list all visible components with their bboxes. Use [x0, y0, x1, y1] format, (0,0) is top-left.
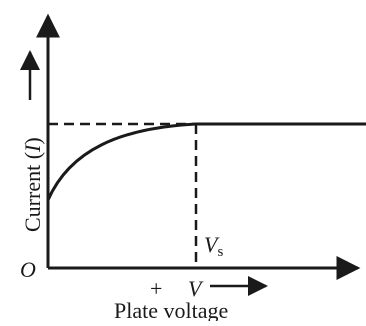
vs-label: Vs: [204, 232, 223, 260]
y-axis-label-group: Current (I): [20, 137, 45, 232]
origin-label: O: [20, 257, 36, 282]
current-curve: [46, 122, 197, 201]
plus-sign: +: [150, 276, 162, 301]
v-label: V: [188, 276, 204, 301]
x-axis-label: Plate voltage: [114, 298, 228, 321]
y-axis-label: Current (I): [20, 137, 45, 232]
